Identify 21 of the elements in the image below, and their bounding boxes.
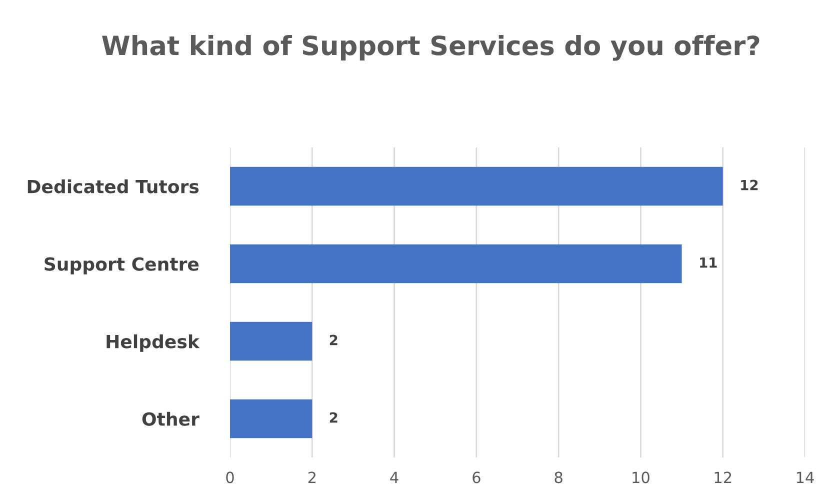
y-tick-label: Support Centre [44,257,199,274]
x-tick-label: 2 [308,472,316,483]
x-tick-label: 10 [632,472,650,484]
y-tick-label: Other [142,412,200,426]
bar [230,399,312,438]
data-label: 12 [741,180,758,190]
data-label: 2 [330,334,338,346]
bar [230,322,312,361]
chart-title: What kind of Support Services do you offer? [102,35,760,61]
x-tick-label: 6 [472,472,480,484]
y-tick-label: Helpdesk [106,334,200,352]
data-label: 11 [700,257,717,268]
bar [230,166,723,206]
data-label: 2 [330,412,338,423]
x-tick-label: 0 [226,472,234,484]
y-tick-label: Dedicated Tutors [28,179,199,194]
x-tick-label: 14 [796,472,814,483]
bar [230,244,682,284]
x-tick-label: 8 [554,472,562,484]
x-tick-label: 4 [390,472,398,483]
x-tick-label: 12 [714,472,732,483]
